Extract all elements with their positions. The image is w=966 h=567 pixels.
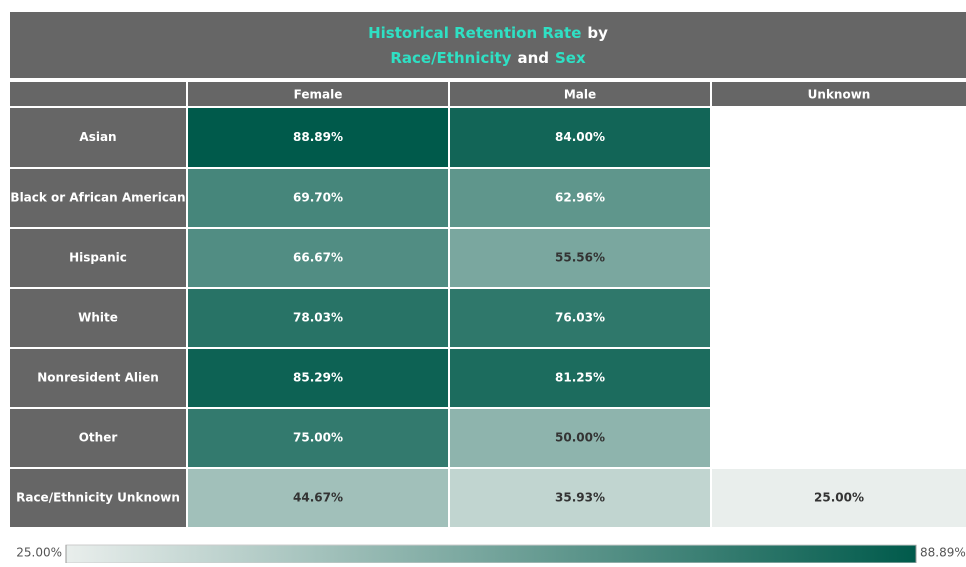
heat-cell [450,469,710,527]
column-label: Male [564,88,596,102]
cell-label: 66.67% [293,251,343,265]
row-label: White [78,311,118,325]
title-part: Sex [555,49,586,67]
cell-label: 78.03% [293,311,343,325]
heat-cell [450,108,710,167]
heat-cell [188,169,448,227]
heat-cell [450,229,710,287]
row-header [10,108,186,167]
row-label: Nonresident Alien [37,371,159,385]
heat-cell [188,289,448,347]
row-label: Other [79,431,118,445]
color-bar [65,544,917,564]
heat-cell [450,409,710,467]
cell-label: 55.56% [555,251,605,265]
row-label: Asian [79,130,116,144]
cell-label: 35.93% [555,491,605,505]
cell-label: 25.00% [814,491,864,505]
title-band [10,12,966,78]
cell-label: 69.70% [293,191,343,205]
row-header [10,229,186,287]
heat-cell [188,229,448,287]
row-header [10,349,186,407]
heat-cell [188,469,448,527]
heat-cell [450,349,710,407]
title-part: Historical Retention Rate [368,24,581,42]
color-bar-label: 88.89% [920,546,966,560]
cell-label: 76.03% [555,311,605,325]
heat-cell [450,169,710,227]
row-label: Black or African American [10,191,185,205]
cell-label: 88.89% [293,130,343,144]
color-bar-label: 25.00% [16,546,62,560]
cell-label: 50.00% [555,431,605,445]
heat-cell [450,289,710,347]
row-label: Race/Ethnicity Unknown [16,491,180,505]
row-header [10,469,186,527]
header-corner [10,82,186,106]
row-label: Hispanic [69,251,127,265]
column-header [188,82,448,106]
cell-label: 81.25% [555,371,605,385]
chart-title: Race/Ethnicity and Sex [390,49,586,67]
title-part: by [587,24,608,42]
cell-label: 84.00% [555,130,605,144]
cell-label: 44.67% [293,491,343,505]
title-part: Race/Ethnicity [390,49,511,67]
column-label: Female [294,88,343,102]
row-header [10,169,186,227]
heat-cell [712,469,966,527]
heat-cell [188,108,448,167]
heat-cell [188,409,448,467]
title-part: and [517,49,549,67]
cell-label: 62.96% [555,191,605,205]
row-header [10,409,186,467]
cell-label: 75.00% [293,431,343,445]
column-header [450,82,710,106]
cell-label: 85.29% [293,371,343,385]
column-label: Unknown [808,88,871,102]
column-header [712,82,966,106]
chart-title: Historical Retention Rate by [368,24,608,42]
heat-cell [188,349,448,407]
row-header [10,289,186,347]
